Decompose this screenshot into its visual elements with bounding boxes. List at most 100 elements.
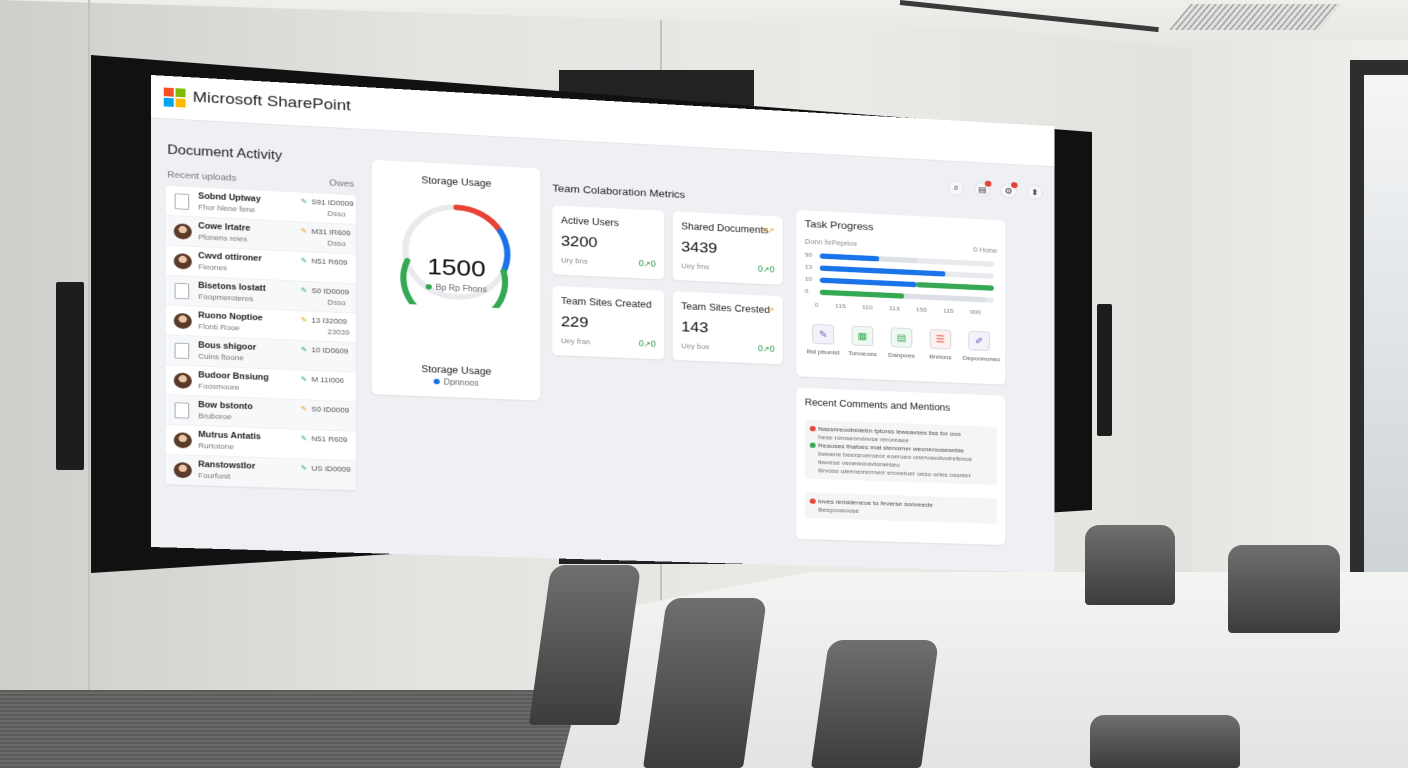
trend-up-icon: ↗ [767, 306, 774, 315]
document-id: S0 ID0009 [311, 287, 349, 296]
task-action-button[interactable]: ✎ Bsl pbunist [806, 324, 840, 356]
right-speaker [1097, 304, 1112, 436]
metric-label: Team Sites Created [561, 295, 652, 310]
metric-value: 3200 [561, 233, 598, 252]
document-size: 23039 [327, 328, 349, 337]
mention-dot [810, 498, 816, 503]
document-activity-panel: Recent uploads Owes Sobnd Uptway Fhor hle… [166, 167, 356, 533]
legend-swatch-blue [434, 379, 440, 385]
metric-label: Team Sites Crested [681, 301, 770, 316]
wall-seam [88, 0, 90, 700]
collaboration-metrics-title: Team Colaboration Metrics [552, 182, 685, 200]
edit-pencil-icon: ✎ [301, 286, 308, 295]
document-id: S91 ID0009 [311, 198, 353, 208]
settings-icon[interactable]: ⚙ [1000, 183, 1016, 199]
edit-pencil-icon: ✎ [301, 464, 308, 473]
avatar [174, 462, 192, 478]
metric-value: 3439 [681, 239, 717, 257]
document-id: M 11I006 [311, 375, 344, 384]
metric-value: 143 [681, 319, 708, 337]
comment-text: Beepoosoose [818, 506, 859, 514]
edit-pencil-icon: ✎ [301, 405, 308, 414]
metric-card-shared-documents[interactable]: Shared Documents ↗↗ 3439 Uey fms 0↗0 [673, 211, 783, 285]
document-name: Mutrus Antatis [198, 431, 261, 442]
avatar [174, 372, 192, 388]
axis-tick-label: 000 [970, 308, 981, 315]
microsoft-logo-icon [164, 88, 186, 108]
metric-footnote: Uey fran [561, 337, 590, 346]
task-action-button[interactable]: ▤ Danpoes [885, 327, 918, 359]
edit-pencil-icon: ✎ [301, 375, 308, 384]
list-item[interactable]: Ranstowstlor Fourfonit ✎ US ID0009 [166, 455, 356, 491]
document-name: Budoor Bnsiung [198, 371, 269, 382]
edit-pencil-icon: ✎ [301, 197, 308, 206]
document-name: Ranstowstlor [198, 460, 255, 471]
task-action-label: Bnrions [924, 353, 957, 361]
storage-footer-legend-label: Dpnnoos [444, 378, 479, 388]
document-id: M31 IR609 [311, 227, 350, 237]
metric-card-team-sites-crested[interactable]: Team Sites Crested ↗ 143 Uey bos 0↗0 [673, 291, 783, 364]
progress-row-label: 50 [805, 251, 812, 258]
metric-footnote: Ury bns [561, 256, 588, 265]
metric-card-active-users[interactable]: Active Users 3200 Ury bns 0↗0 [552, 205, 664, 279]
task-action-button[interactable]: ✐ Depoononeo [963, 331, 996, 363]
document-owner: Cuins ftoone [198, 352, 244, 362]
trend-up-icon: 0↗0 [758, 345, 774, 354]
document-activity-title: Document Activity [167, 144, 282, 164]
metric-footnote: Uey fms [681, 262, 709, 271]
trend-up-icon: 0↗0 [639, 340, 656, 349]
document-owner: Bruboroe [198, 412, 231, 421]
task-progress-title: Task Progress [805, 218, 874, 233]
trend-up-icon: 0↗0 [758, 266, 774, 275]
window-glass [1364, 75, 1408, 625]
header-toolbar: ⌕ ▤ ⚙ ⬍ [948, 180, 1043, 200]
avatar [174, 253, 192, 270]
chair [1228, 545, 1340, 633]
task-action-label: Depoononeo [963, 354, 996, 362]
task-progress-right-label: 0 Hone [973, 246, 997, 255]
progress-bar-blue [820, 253, 880, 261]
task-action-label: Tonoeoes [846, 350, 879, 358]
mention-dot [810, 426, 816, 432]
profile-icon[interactable]: ⬍ [1027, 184, 1043, 200]
left-speaker [56, 282, 84, 470]
task-actions: ✎ Bsl pbunist ▦ Tonoeoes ▤ Danpoes ☰ Bnrions ✐ De… [806, 324, 995, 363]
ceiling-vent [1169, 4, 1341, 30]
task-action-label: Danpoes [885, 351, 918, 359]
axis-tick-label: 113 [889, 305, 900, 312]
document-owner: Plonens reies [198, 233, 247, 243]
task-action-button[interactable]: ▦ Tonoeoes [846, 325, 879, 357]
legend-swatch-green [426, 284, 432, 290]
task-action-label: Bsl pbunist [806, 348, 840, 356]
form-icon: ☰ [930, 329, 951, 349]
document-edit-icon: ✎ [812, 324, 834, 345]
comment-thread[interactable]: Nassnreootnidebn tptorss leweavses liss … [805, 420, 997, 485]
document-name: Bous shigoor [198, 341, 256, 352]
comment-thread[interactable]: loves reriddeneoe to feverse snoveede Bee… [805, 492, 997, 524]
avatar [174, 432, 192, 448]
task-action-button[interactable]: ☰ Bnrions [924, 329, 957, 361]
document-owner: Fhor hlene fene [198, 203, 255, 214]
task-progress-bars: 50 13 10 0 [805, 250, 996, 307]
axis-tick-label: 115 [943, 307, 954, 314]
folder-edit-icon: ✐ [968, 331, 989, 351]
document-icon [175, 193, 190, 209]
document-name: Sobnd Uptway [198, 192, 261, 204]
axis-tick-label: 115 [835, 302, 846, 309]
metric-label: Active Users [561, 215, 619, 229]
edit-pencil-icon: ✎ [301, 257, 308, 266]
metric-card-team-sites-created[interactable]: Team Sites Created 229 Uey fran 0↗0 [552, 286, 664, 360]
axis-tick-label: 110 [862, 304, 873, 311]
progress-bar-blue [820, 278, 916, 288]
search-icon[interactable]: ⌕ [948, 180, 964, 196]
avatar [174, 223, 192, 240]
document-owner: Foopmeroteres [198, 293, 253, 303]
progress-bar-green [820, 290, 904, 299]
chair [811, 640, 939, 768]
trend-up-icon: ↗↗ [760, 226, 774, 235]
file-icon[interactable]: ▤ [974, 182, 990, 198]
chart-icon: ▦ [852, 326, 874, 347]
edit-pencil-icon: ✎ [301, 316, 308, 325]
document-icon [175, 283, 190, 299]
clipboard-icon: ▤ [891, 327, 913, 347]
